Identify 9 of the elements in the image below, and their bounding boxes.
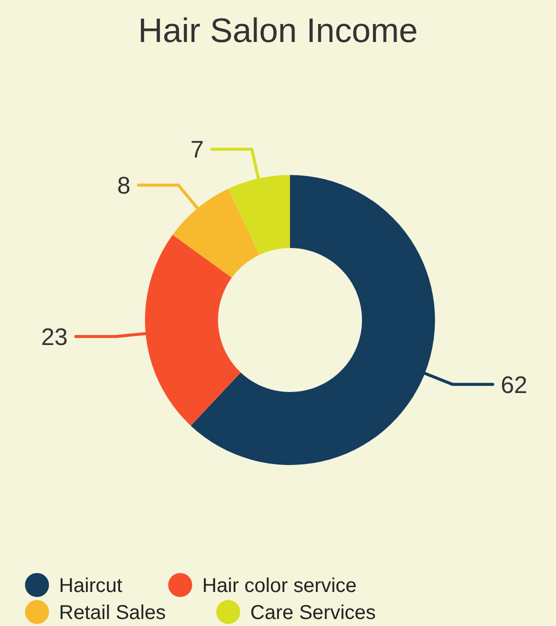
legend-label: Hair color service [202, 575, 357, 597]
legend-label: Retail Sales [59, 602, 166, 624]
data-label: 23 [41, 324, 68, 351]
data-label: 7 [190, 136, 204, 164]
chart-title: Hair Salon Income [138, 12, 418, 50]
data-label: 62 [500, 372, 528, 399]
legend-label: Haircut [59, 575, 123, 597]
legend-label: Care Services [250, 602, 376, 624]
data-label: 8 [117, 172, 130, 200]
